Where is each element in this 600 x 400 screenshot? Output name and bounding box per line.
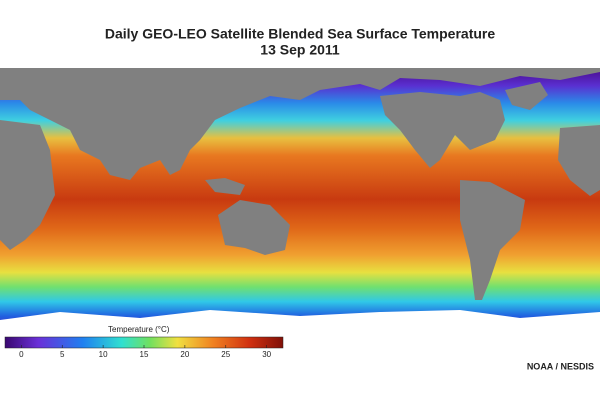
north-america — [380, 92, 470, 168]
colorbar-tick-label: 30 — [262, 350, 271, 359]
map-subtitle: 13 Sep 2011 — [260, 42, 340, 58]
north-america-east — [455, 92, 505, 150]
colorbar-tick-label: 25 — [221, 350, 230, 359]
colorbar-label: Temperature (°C) — [108, 325, 170, 334]
map-bottom — [0, 345, 600, 360]
colorbar-tick-label: 10 — [99, 350, 108, 359]
greenland — [505, 82, 548, 110]
colorbar-tick-label: 20 — [180, 350, 189, 359]
colorbar-tick-label: 0 — [19, 350, 24, 359]
colorbar-tick-label: 5 — [60, 350, 65, 359]
antarctica — [0, 310, 600, 345]
map — [0, 68, 600, 360]
eurasia — [0, 68, 600, 180]
credit: NOAA / NESDIS — [527, 361, 594, 371]
colorbar: Temperature (°C) 0 5 10 15 20 25 30 — [4, 325, 284, 359]
indonesia — [205, 178, 245, 195]
colorbar-tick-label: 15 — [140, 350, 149, 359]
africa-east — [558, 125, 600, 196]
africa-west — [0, 120, 55, 250]
australia — [218, 200, 290, 255]
land — [0, 68, 600, 300]
south-america — [460, 180, 525, 300]
map-title: Daily GEO-LEO Satellite Blended Sea Surf… — [105, 26, 496, 42]
